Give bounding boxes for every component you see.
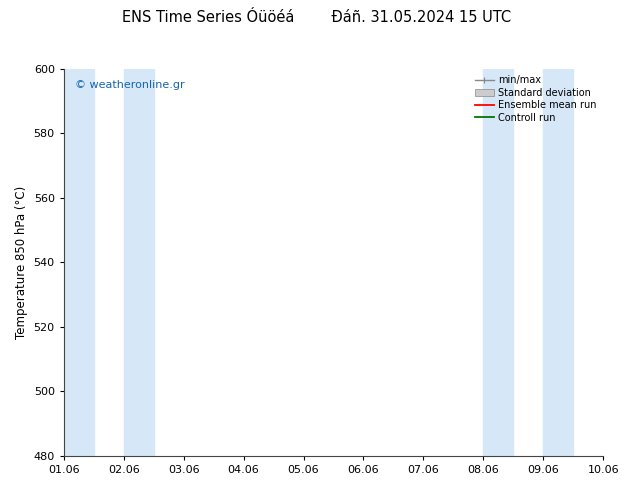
Bar <box>124 69 153 456</box>
Bar <box>543 69 573 456</box>
Text: ENS Time Series Óüöéá        Đáñ. 31.05.2024 15 UTC: ENS Time Series Óüöéá Đáñ. 31.05.2024 15… <box>122 10 512 25</box>
Bar <box>64 69 94 456</box>
Y-axis label: Temperature 850 hPa (°C): Temperature 850 hPa (°C) <box>15 186 28 339</box>
Text: © weatheronline.gr: © weatheronline.gr <box>75 80 184 90</box>
Legend: min/max, Standard deviation, Ensemble mean run, Controll run: min/max, Standard deviation, Ensemble me… <box>472 74 598 124</box>
Bar <box>483 69 514 456</box>
Bar <box>633 69 634 456</box>
